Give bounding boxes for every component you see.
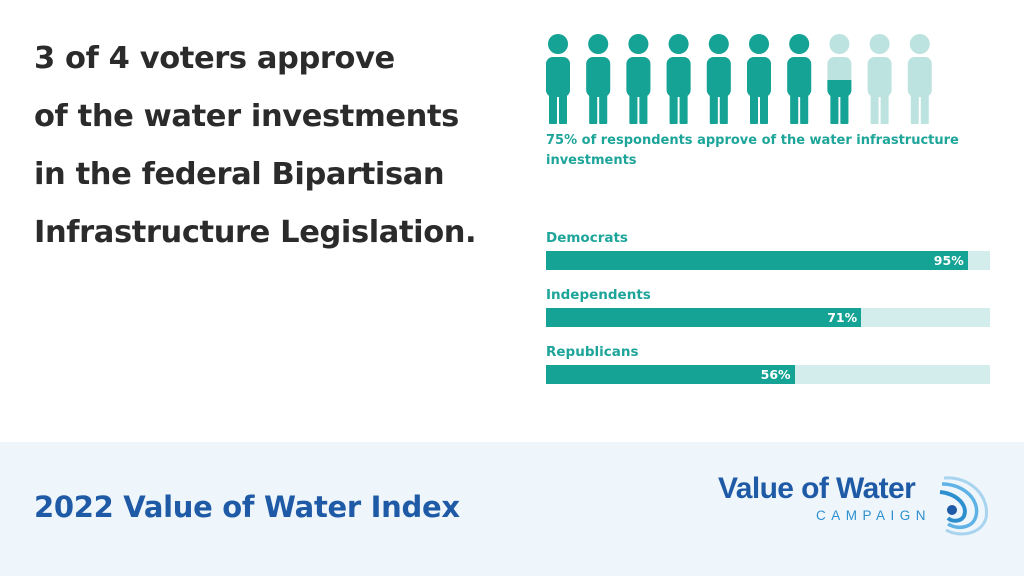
bar-label-republicans: Republicans [546, 344, 639, 360]
bar-group-independents: Independents 71% [546, 286, 990, 343]
person-icon [626, 34, 651, 124]
bar-value-democrats: 95% [933, 253, 964, 268]
headline-line-1: 3 of 4 voters approve [34, 41, 395, 76]
logo-subtitle: CAMPAIGN [816, 508, 932, 523]
bar-track-republicans: 56% [546, 365, 990, 384]
value-of-water-logo: Value of Water CAMPAIGN [718, 472, 998, 552]
person-icon [546, 34, 570, 124]
bar-group-democrats: Democrats 95% [546, 229, 990, 286]
bar-republicans [546, 365, 795, 384]
logo-wordmark: Value of Water [718, 472, 916, 505]
headline-line-2: of the water investments [34, 99, 459, 134]
bar-track-independents: 71% [546, 308, 990, 327]
person-icon [867, 34, 892, 124]
bar-value-republicans: 56% [760, 367, 791, 382]
person-icon [787, 34, 812, 124]
person-icon [827, 34, 852, 124]
bar-track-democrats: 95% [546, 251, 990, 270]
footer-band: 2022 Value of Water Index Value of Water… [0, 442, 1024, 576]
pictogram-caption: 75% of respondents approve of the water … [546, 133, 959, 168]
person-icon [907, 34, 932, 124]
water-swirl-icon [939, 476, 988, 536]
index-title: 2022 Value of Water Index [34, 490, 460, 524]
headline: 3 of 4 voters approve of the water inves… [34, 30, 524, 262]
person-icon [706, 34, 731, 124]
bar-independents [546, 308, 862, 327]
person-icon [666, 34, 691, 124]
person-icon [747, 34, 771, 124]
headline-line-3: in the federal Bipartisan [34, 157, 445, 192]
bar-value-independents: 71% [827, 310, 858, 325]
person-icon [586, 34, 611, 124]
bar-democrats [546, 251, 968, 270]
headline-line-4: Infrastructure Legislation. [34, 215, 477, 250]
bar-label-independents: Independents [546, 287, 651, 303]
people-pictogram [546, 34, 946, 126]
approval-bar-chart: Democrats 95% Independents 71% Republica… [546, 229, 990, 400]
pictogram-svg [546, 34, 932, 124]
bar-label-democrats: Democrats [546, 230, 628, 246]
bar-group-republicans: Republicans 56% [546, 343, 990, 400]
